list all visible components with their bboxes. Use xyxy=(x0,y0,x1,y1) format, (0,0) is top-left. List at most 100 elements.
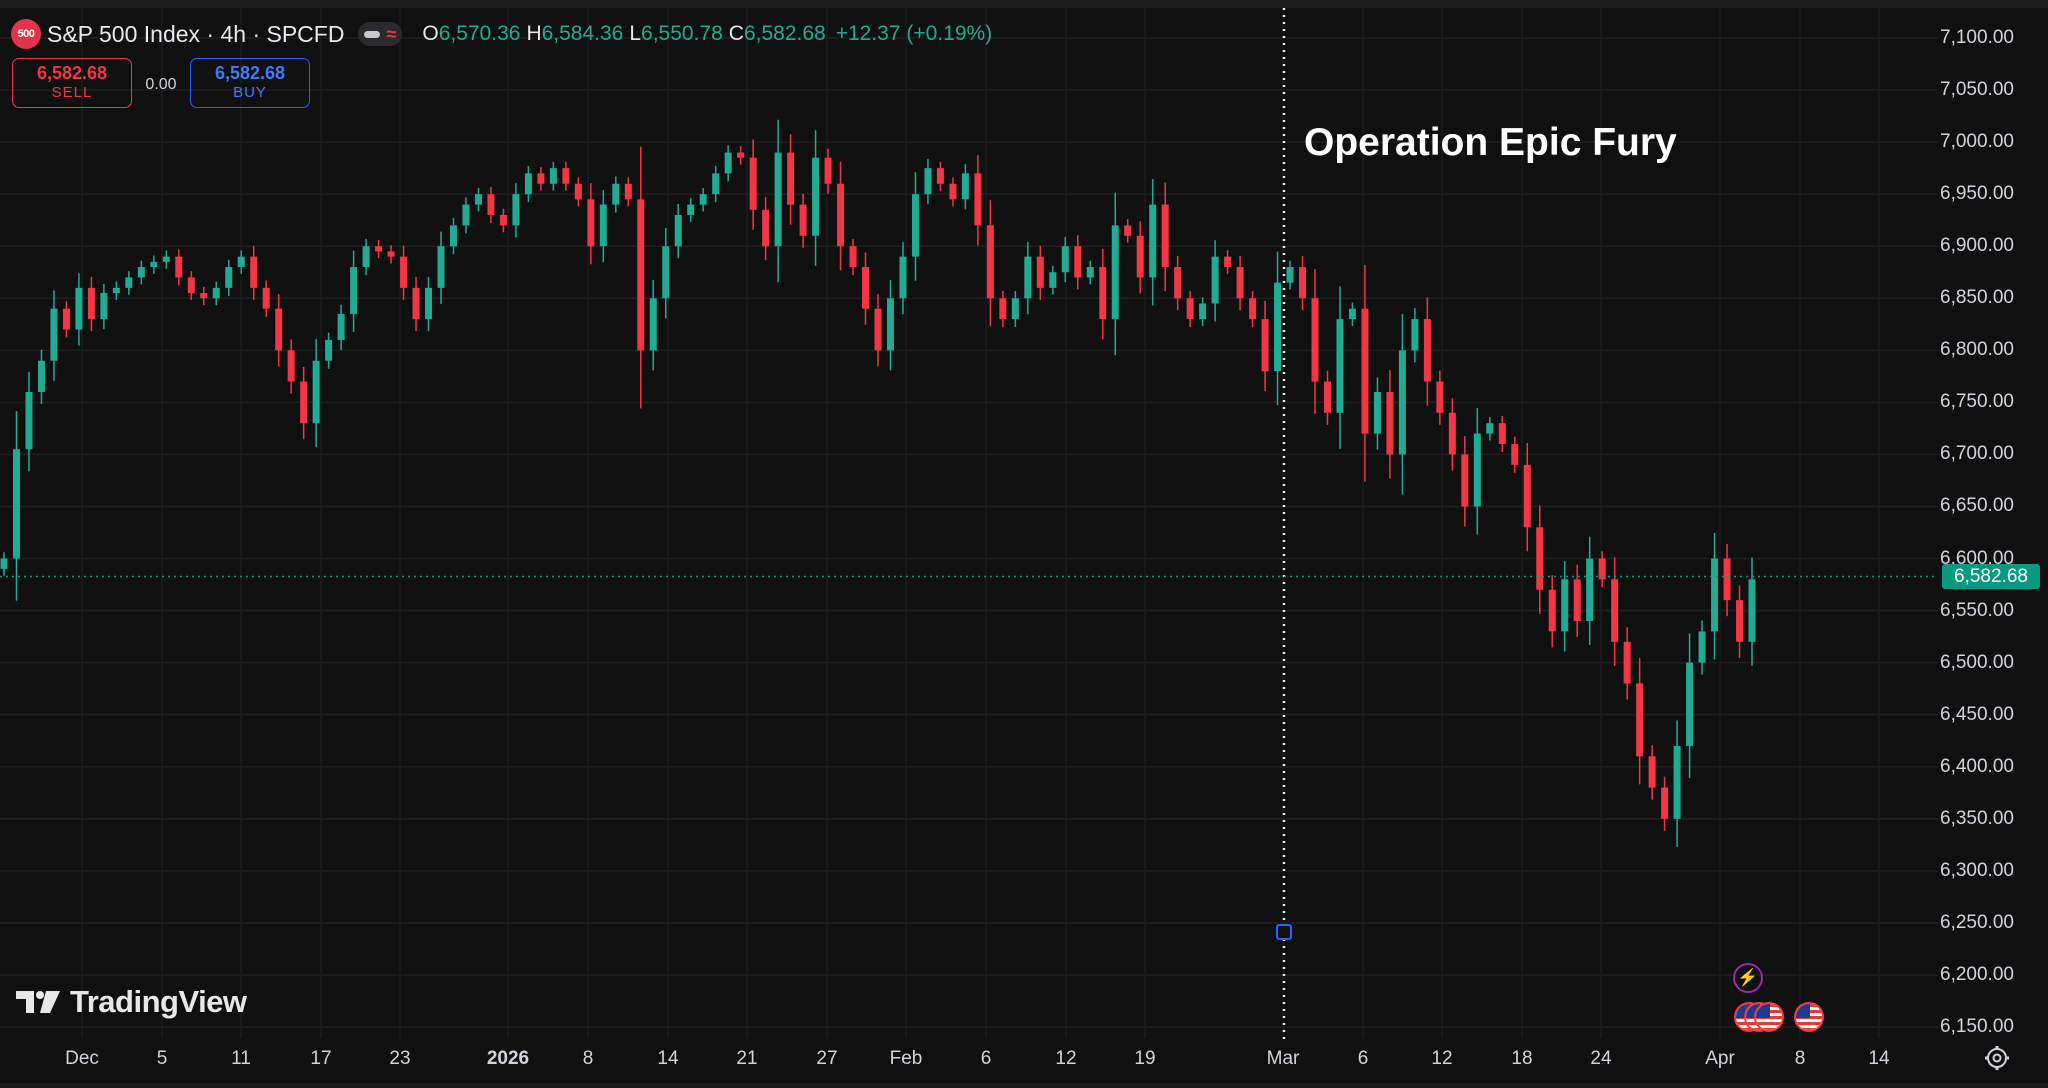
sell-price: 6,582.68 xyxy=(36,63,108,83)
x-tick-label: 27 xyxy=(816,1048,838,1069)
y-tick-label: 6,950.00 xyxy=(1940,183,2014,205)
high-value: 6,584.36 xyxy=(541,22,624,45)
us-flag-icon[interactable] xyxy=(1754,1002,1784,1032)
candle-body xyxy=(1199,303,1207,320)
candle-body xyxy=(1274,282,1282,372)
candle-body xyxy=(1711,558,1719,632)
y-tick-label: 6,550.00 xyxy=(1940,599,2014,621)
tradingview-logo[interactable]: TradingView xyxy=(16,984,247,1020)
close-value: 6,582.68 xyxy=(743,22,826,45)
us-flag-icon[interactable] xyxy=(1794,1002,1824,1032)
candle-body xyxy=(1261,319,1269,372)
candle-body xyxy=(1149,204,1157,278)
y-tick-label: 7,100.00 xyxy=(1940,27,2014,48)
candle-body xyxy=(1311,298,1319,382)
chart-annotation[interactable]: Operation Epic Fury xyxy=(1304,121,1677,164)
x-tick-label: 14 xyxy=(1868,1048,1890,1069)
buy-label: BUY xyxy=(233,84,267,101)
candle-body xyxy=(162,256,170,262)
candle-body xyxy=(699,194,707,205)
candle-body xyxy=(1049,272,1057,288)
candle-body xyxy=(612,183,620,205)
close-label: C xyxy=(728,22,744,45)
candle-body xyxy=(1036,256,1044,288)
candle-body xyxy=(437,246,445,288)
settings-gear-icon[interactable] xyxy=(1982,1043,2012,1073)
candle-body xyxy=(425,287,433,320)
candle-body xyxy=(1736,600,1744,642)
candle-body xyxy=(886,298,894,351)
candle-body xyxy=(1299,267,1307,299)
candle-body xyxy=(300,381,308,424)
x-tick-label: 6 xyxy=(980,1048,992,1069)
candle-body xyxy=(275,308,283,351)
candle-body xyxy=(412,287,420,320)
candle-body xyxy=(749,157,757,210)
candle-body xyxy=(212,287,220,299)
x-tick-label: 8 xyxy=(1794,1048,1806,1069)
candle-body xyxy=(1661,787,1669,819)
candle-body xyxy=(1386,391,1394,455)
candles-layer xyxy=(0,119,1756,847)
candle-body xyxy=(350,267,358,314)
candle-body xyxy=(1099,267,1107,320)
candle-body xyxy=(1586,558,1594,621)
candle-body xyxy=(874,308,882,351)
candle-body xyxy=(1448,412,1456,455)
candle-body xyxy=(487,194,495,215)
legend-toggle[interactable]: ≈ xyxy=(358,22,403,46)
candle-body xyxy=(175,256,183,278)
candle-body xyxy=(986,225,994,299)
candle-body xyxy=(75,287,83,330)
candle-body xyxy=(375,246,383,252)
candle-body xyxy=(362,246,370,268)
candle-body xyxy=(287,350,295,382)
candle-body xyxy=(1698,631,1706,663)
candle-body xyxy=(624,183,632,200)
candle-body xyxy=(262,287,270,309)
candle-body xyxy=(649,298,657,351)
candle-body xyxy=(899,256,907,299)
candle-body xyxy=(387,251,395,257)
symbol-title[interactable]: S&P 500 Index · 4h · SPCFD xyxy=(47,20,345,47)
y-tick-label: 6,600.00 xyxy=(1940,547,2014,569)
sell-button[interactable]: 6,582.68 SELL xyxy=(12,58,132,108)
candle-body xyxy=(961,173,969,200)
candle-body xyxy=(1498,423,1506,445)
candle-body xyxy=(1186,298,1194,320)
candle-body xyxy=(1236,267,1244,299)
y-tick-label: 6,350.00 xyxy=(1940,807,2014,829)
candle-body xyxy=(737,152,745,158)
candle-body xyxy=(1074,246,1082,278)
candle-body xyxy=(911,194,919,257)
tradingview-logo-icon xyxy=(16,991,60,1013)
event-marker-handle[interactable] xyxy=(1276,924,1292,940)
candle-body xyxy=(1486,423,1494,434)
symbol-legend[interactable]: 500 S&P 500 Index · 4h · SPCFD ≈ O 6,570.… xyxy=(11,19,992,49)
candle-body xyxy=(312,360,320,424)
candle-body xyxy=(0,558,8,569)
x-tick-label: Dec xyxy=(65,1048,99,1069)
candle-body xyxy=(1611,579,1619,642)
eye-toggle-icon[interactable] xyxy=(364,30,381,38)
candle-body xyxy=(187,277,195,294)
indicator-wave-icon[interactable]: ≈ xyxy=(386,24,397,44)
candle-body xyxy=(449,225,457,247)
candle-body xyxy=(200,293,208,299)
symbol-logo-icon: 500 xyxy=(11,19,41,49)
candle-body xyxy=(1024,256,1032,299)
candle-body xyxy=(1511,444,1519,465)
bottom-strip xyxy=(0,1083,2048,1088)
buy-button[interactable]: 6,582.68 BUY xyxy=(190,58,310,108)
low-value: 6,550.78 xyxy=(641,22,723,45)
y-tick-label: 7,000.00 xyxy=(1940,131,2014,153)
candle-body xyxy=(637,199,645,351)
candle-body xyxy=(1548,589,1556,632)
candle-body xyxy=(50,308,58,361)
candle-body xyxy=(1373,391,1381,434)
candle-body xyxy=(62,308,70,330)
lightning-icon[interactable]: ⚡ xyxy=(1733,963,1763,993)
x-tick-label: 24 xyxy=(1590,1048,1612,1069)
candle-body xyxy=(25,391,33,450)
